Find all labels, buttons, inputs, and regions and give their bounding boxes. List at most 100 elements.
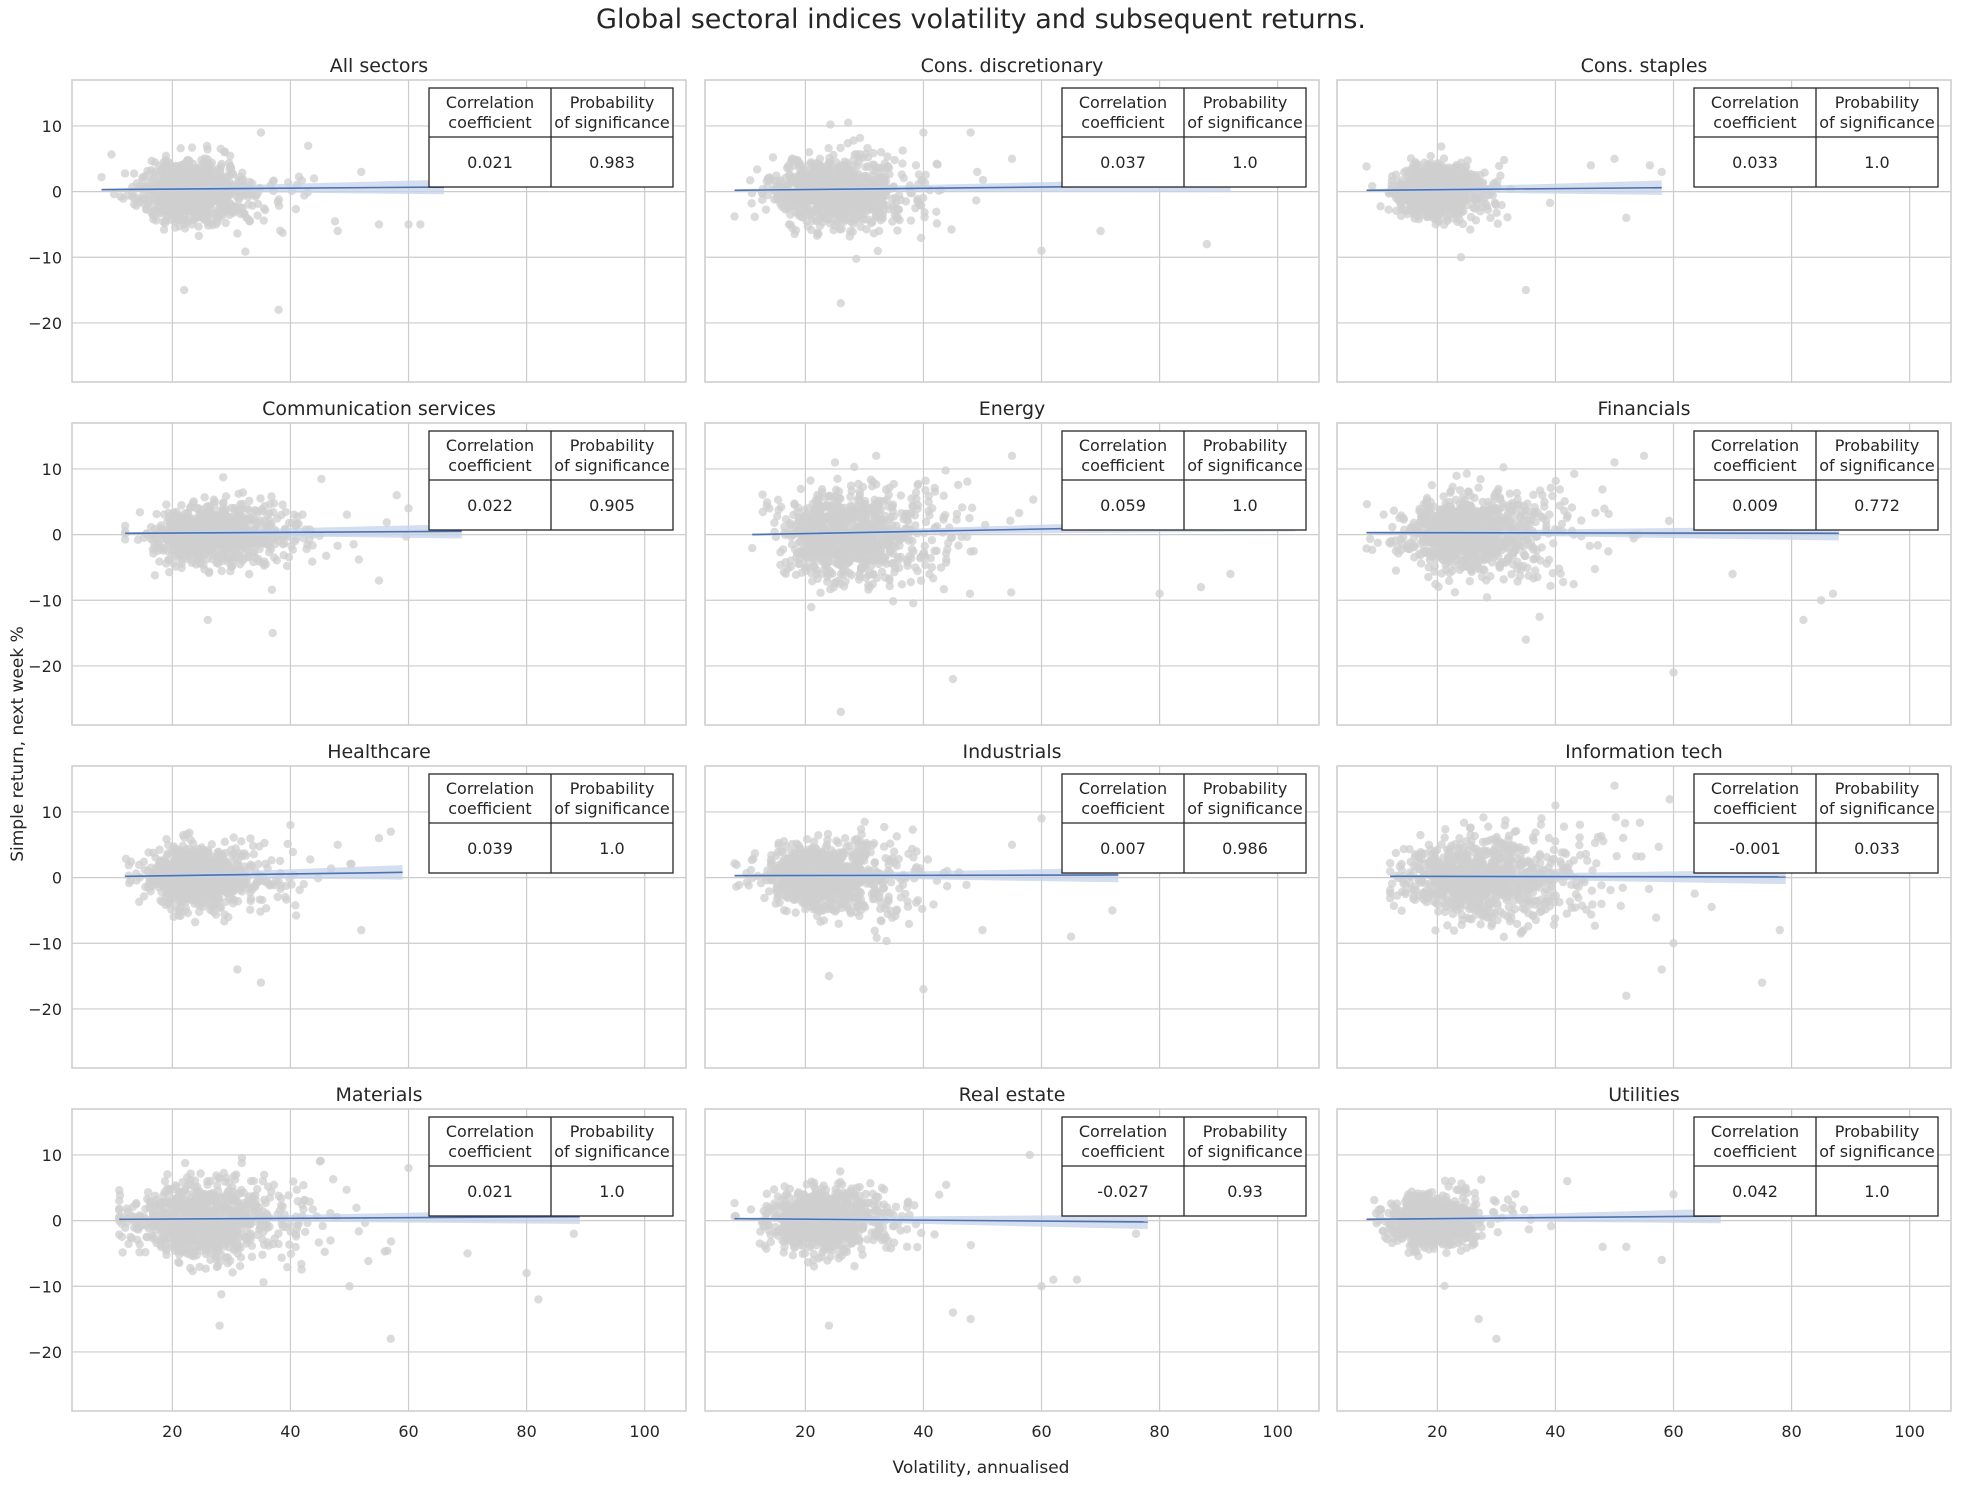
- correlation-value: 0.037: [1100, 153, 1146, 172]
- scatter-point: [957, 503, 967, 512]
- scatter-point: [202, 141, 212, 151]
- scatter-point: [791, 226, 801, 235]
- scatter-point: [357, 167, 366, 177]
- scatter-point: [225, 151, 235, 161]
- scatter-point: [1155, 589, 1164, 598]
- scatter-point: [187, 535, 196, 544]
- scatter-point: [818, 218, 827, 227]
- table-header: of significance: [1187, 113, 1303, 132]
- scatter-point: [916, 576, 926, 585]
- correlation-value: 0.021: [467, 153, 513, 172]
- scatter-point: [259, 216, 268, 225]
- scatter-point: [1376, 202, 1385, 211]
- scatter-point: [203, 615, 212, 625]
- scatter-point: [180, 224, 190, 233]
- scatter-point: [871, 480, 881, 489]
- table-header: Probability: [570, 436, 655, 455]
- scatter-point: [176, 542, 185, 551]
- scatter-point: [781, 205, 790, 214]
- scatter-point: [799, 195, 808, 205]
- scatter-point: [873, 246, 882, 256]
- scatter-point: [850, 462, 859, 472]
- scatter-point: [862, 225, 871, 234]
- scatter-point: [849, 156, 858, 165]
- scatter-point: [776, 502, 786, 512]
- scatter-point: [791, 201, 800, 211]
- scatter-point: [107, 150, 116, 159]
- scatter-point: [920, 213, 929, 222]
- scatter-point: [796, 484, 806, 494]
- table-header: of significance: [1187, 456, 1303, 475]
- scatter-point: [1546, 483, 1556, 493]
- scatter-point: [833, 474, 842, 484]
- scatter-point: [182, 173, 192, 182]
- y-tick-label: −10: [28, 591, 62, 610]
- significance-value: 0.983: [589, 153, 635, 172]
- significance-value: 1.0: [1864, 153, 1889, 172]
- scatter-point: [906, 216, 916, 225]
- scatter-point: [260, 516, 270, 526]
- scatter-point: [924, 491, 933, 501]
- scatter-point: [913, 194, 922, 204]
- subplot-3: Cons. staplesCorrelationcoefficientProba…: [1336, 55, 1952, 383]
- scatter-points: [97, 128, 425, 314]
- correlation-value: 0.033: [1732, 153, 1778, 172]
- scatter-point: [846, 492, 855, 502]
- scatter-point: [404, 504, 413, 513]
- scatter-point: [152, 509, 161, 519]
- scatter-point: [1418, 193, 1428, 202]
- scatter-point: [833, 557, 843, 566]
- scatter-point: [899, 173, 908, 183]
- scatter-point: [241, 247, 250, 256]
- scatter-point: [141, 205, 151, 214]
- scatter-point: [750, 212, 759, 222]
- scatter-point: [1460, 167, 1469, 177]
- scatter-point: [879, 496, 888, 506]
- scatter-point: [828, 519, 837, 529]
- scatter-point: [948, 674, 958, 684]
- scatter-point: [223, 516, 232, 526]
- scatter-point: [805, 179, 814, 189]
- scatter-point: [794, 178, 804, 188]
- scatter-point: [843, 139, 853, 148]
- scatter-point: [1426, 151, 1435, 161]
- table-header: coefficient: [1081, 456, 1164, 475]
- scatter-point: [947, 225, 956, 234]
- scatter-point: [303, 141, 313, 150]
- scatter-point: [906, 577, 916, 587]
- scatter-point: [165, 567, 174, 577]
- scatter-point: [156, 543, 166, 552]
- scatter-point: [884, 163, 894, 172]
- scatter-point: [228, 170, 237, 179]
- scatter-point: [330, 217, 340, 226]
- scatter-point: [161, 207, 170, 216]
- scatter-point: [175, 211, 185, 220]
- scatter-point: [160, 177, 169, 187]
- scatter-point: [826, 585, 835, 594]
- scatter-point: [854, 575, 864, 584]
- scatter-point: [333, 541, 342, 550]
- scatter-point: [879, 553, 889, 563]
- scatter-point: [226, 543, 235, 552]
- scatter-point: [156, 521, 166, 530]
- scatter-point: [322, 551, 331, 560]
- table-header: Probability: [1835, 93, 1920, 112]
- scatter-point: [204, 209, 213, 218]
- scatter-point: [842, 163, 851, 173]
- scatter-point: [304, 535, 314, 544]
- scatter-point: [1586, 161, 1596, 170]
- scatter-point: [149, 168, 158, 178]
- scatter-point: [914, 479, 923, 489]
- scatter-point: [118, 194, 128, 203]
- scatter-point: [1466, 225, 1475, 234]
- scatter-point: [857, 510, 866, 520]
- scatter-point: [800, 208, 809, 218]
- scatter-point: [824, 143, 833, 153]
- scatter-point: [349, 540, 358, 549]
- subplot-title: Cons. staples: [1581, 55, 1708, 77]
- scatter-point: [814, 229, 823, 239]
- scatter-point: [308, 557, 317, 566]
- scatter-point: [897, 580, 907, 589]
- subplot-5: EnergyCorrelationcoefficientProbabilityo…: [704, 398, 1320, 726]
- scatter-point: [1437, 142, 1446, 151]
